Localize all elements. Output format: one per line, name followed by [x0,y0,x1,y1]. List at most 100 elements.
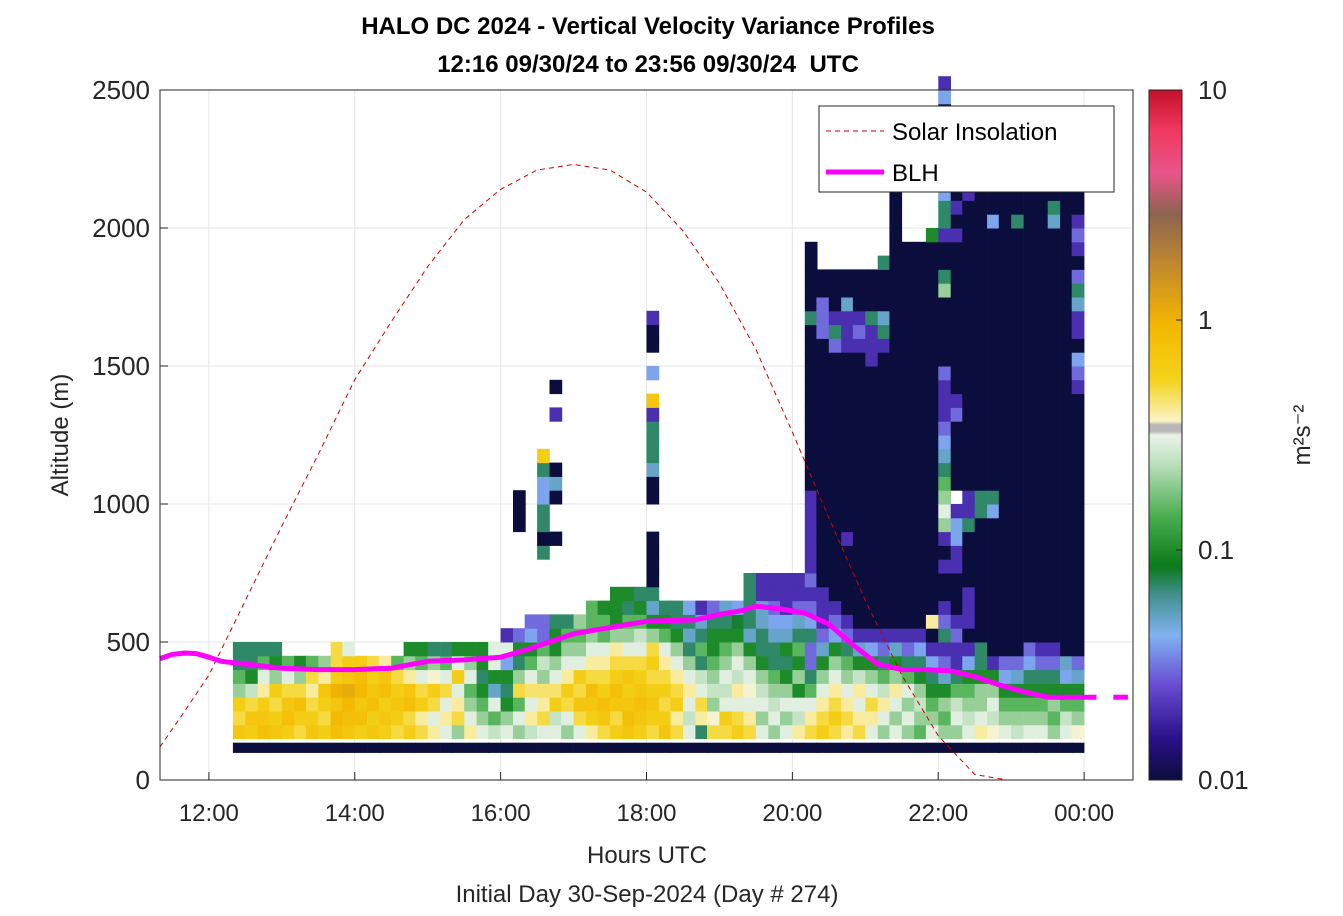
heatmap-cell [440,724,453,740]
heatmap-cell [427,642,441,657]
heatmap-cell [451,697,465,712]
heatmap-cell [683,655,696,671]
heatmap-cell [1023,559,1037,574]
heatmap-cell [537,742,550,753]
heatmap-cell [403,711,417,726]
heatmap-cell [1023,283,1037,298]
heatmap-cell [962,241,975,257]
heatmap-cell [719,642,733,657]
heatmap-cell [925,490,939,505]
heatmap-cell [938,573,951,588]
heatmap-cell [1047,214,1061,229]
x-axis-label: Hours UTC [587,842,707,869]
heatmap-cell [634,711,647,726]
heatmap-cell [1011,283,1024,298]
heatmap-cell [938,324,951,339]
heatmap-cell [877,435,891,450]
x-tick-label: 00:00 [1054,800,1114,827]
heatmap-cell [780,614,793,629]
heatmap-cell [889,310,903,326]
heatmap-cell [974,421,988,436]
heatmap-cell [707,628,720,643]
heatmap-cell [804,255,818,270]
heatmap-cell [1060,379,1073,395]
heatmap-cell [1023,435,1037,450]
heatmap-cell [962,338,975,353]
heatmap-cell [816,642,830,657]
heatmap-cell [865,407,878,422]
heatmap-cell [950,573,964,588]
heatmap-cell [877,338,891,353]
heatmap-cell [914,628,927,643]
heatmap-cell [865,517,878,533]
heatmap-cell [841,711,854,726]
heatmap-cell [816,628,830,643]
heatmap-cell [889,545,903,560]
heatmap-cell [768,614,781,629]
heatmap-cell [719,683,733,698]
heatmap-cell [1023,711,1037,726]
heatmap-cell [1023,338,1037,353]
heatmap-cell [1035,255,1048,270]
heatmap-cell [719,669,733,684]
heatmap-cell [1047,310,1061,326]
heatmap-cell [914,559,927,574]
heatmap-cell [780,573,793,588]
heatmap-cell [305,724,319,740]
heatmap-cell [646,407,660,422]
heatmap-cell [938,214,951,229]
heatmap-cell [1011,255,1024,270]
heatmap-cell [1035,545,1048,560]
heatmap-cell [974,683,988,698]
heatmap-cell [537,462,550,477]
heatmap-cell [828,504,842,519]
heatmap-cell [804,324,818,339]
heatmap-cell [865,697,878,712]
heatmap-cell [974,642,988,657]
heatmap-cell [294,724,307,740]
heatmap-cell [841,600,854,615]
heatmap-cell [269,742,283,753]
legend-box [818,105,1115,193]
heatmap-cell [695,742,709,753]
heatmap-cell [378,742,392,753]
heatmap-cell [1060,338,1073,353]
heatmap-cell [1060,366,1073,381]
heatmap-cell [914,379,927,395]
heatmap-cell [987,531,1000,546]
heatmap-cell [1011,517,1024,533]
heatmap-cell [1023,269,1037,284]
heatmap-cell [974,462,988,477]
heatmap-cell [1060,352,1073,367]
heatmap-cell [865,573,878,588]
heatmap-cell [828,352,842,367]
heatmap-cell [731,683,745,698]
heatmap-cell [852,586,866,602]
heatmap-cell [780,724,793,740]
heatmap-cell [1060,228,1073,243]
y-tick-label: 2500 [92,75,150,105]
heatmap-cell [950,255,964,270]
heatmap-cell [719,724,733,740]
heatmap-cell [634,697,647,712]
heatmap-cell [865,742,878,753]
heatmap-cell [707,724,720,740]
heatmap-cell [695,669,709,684]
heatmap-cell [816,669,830,684]
y-tick-label: 2000 [92,213,150,243]
heatmap-cell [1060,269,1073,284]
heatmap-cell [962,393,975,408]
heatmap-cell [998,476,1012,491]
heatmap-cell [987,448,1000,464]
heatmap-cell [1047,559,1061,574]
heatmap-cell [852,283,866,298]
heatmap-cell [792,683,806,698]
heatmap-cell [792,697,806,712]
heatmap-cell [427,742,441,753]
heatmap-cell [1023,297,1037,312]
heatmap-cell [561,642,574,657]
heatmap-cell [1071,724,1085,740]
heatmap-cell [974,573,988,588]
heatmap-cell [646,642,660,657]
